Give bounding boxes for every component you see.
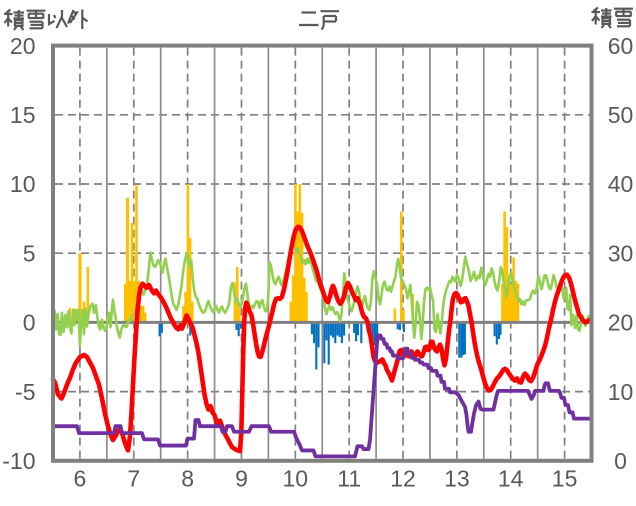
svg-text:-5: -5 [15, 379, 35, 405]
svg-text:0: 0 [23, 310, 36, 336]
svg-text:10: 10 [283, 466, 309, 492]
svg-text:5: 5 [23, 240, 36, 266]
svg-text:0: 0 [614, 448, 627, 474]
svg-text:10: 10 [608, 379, 634, 405]
svg-text:20: 20 [10, 33, 36, 59]
svg-text:20: 20 [608, 310, 634, 336]
svg-text:6: 6 [74, 466, 87, 492]
svg-text:12: 12 [390, 466, 416, 492]
svg-text:15: 15 [10, 102, 36, 128]
svg-text:11: 11 [337, 466, 361, 492]
svg-text:9: 9 [235, 466, 248, 492]
svg-text:7: 7 [127, 466, 140, 492]
svg-text:8: 8 [181, 466, 194, 492]
svg-text:13: 13 [444, 466, 470, 492]
svg-text:30: 30 [608, 240, 634, 266]
svg-text:-10: -10 [2, 448, 35, 474]
svg-text:10: 10 [10, 171, 36, 197]
svg-text:40: 40 [608, 171, 634, 197]
svg-text:50: 50 [608, 102, 634, 128]
svg-text:15: 15 [552, 466, 578, 492]
svg-text:14: 14 [498, 466, 524, 492]
svg-text:60: 60 [608, 33, 634, 59]
